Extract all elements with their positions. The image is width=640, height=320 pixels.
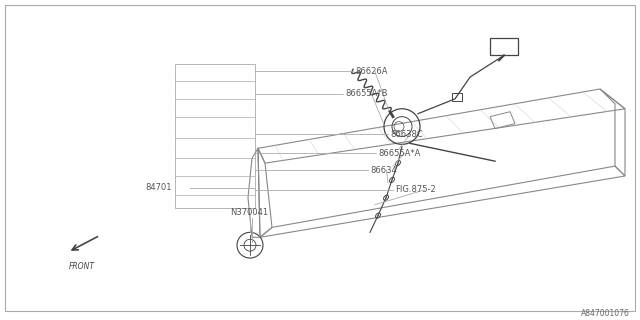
Text: N370041: N370041 (230, 208, 268, 217)
Text: FRONT: FRONT (69, 262, 95, 271)
Bar (452, 93, 462, 101)
Text: 86655A*A: 86655A*A (378, 149, 420, 158)
Bar (490, 37, 518, 55)
Text: FIG.875-2: FIG.875-2 (395, 185, 436, 194)
Text: 84701: 84701 (145, 183, 172, 192)
Text: 86626A: 86626A (355, 67, 387, 76)
Text: 86655A*B: 86655A*B (345, 89, 387, 99)
Text: A847001076: A847001076 (581, 309, 630, 318)
Text: 86634: 86634 (370, 165, 397, 174)
Text: 86638C: 86638C (390, 130, 423, 139)
